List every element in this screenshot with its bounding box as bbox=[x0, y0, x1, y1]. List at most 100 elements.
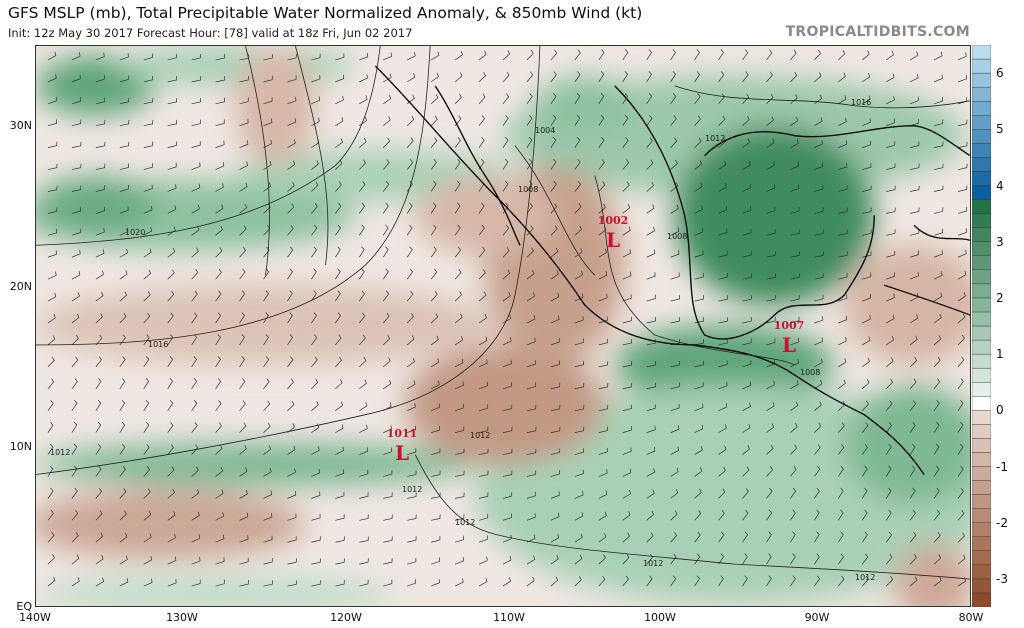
wind-barb bbox=[47, 250, 57, 258]
wind-barb bbox=[215, 247, 223, 258]
wind-barb bbox=[143, 555, 153, 565]
wind-barb bbox=[502, 448, 513, 455]
wind-barb bbox=[646, 553, 653, 565]
wind-barb bbox=[359, 492, 369, 499]
colorbar-tick-label: -3 bbox=[996, 571, 1008, 586]
colorbar-segment bbox=[972, 297, 991, 313]
wind-barb bbox=[455, 535, 465, 543]
wind-barb bbox=[215, 422, 222, 433]
wind-barb bbox=[838, 575, 845, 587]
wind-barb bbox=[790, 509, 796, 521]
wind-barb bbox=[407, 492, 417, 499]
wind-barb bbox=[886, 118, 895, 127]
wind-barb bbox=[886, 229, 896, 236]
wind-barb bbox=[191, 183, 201, 192]
wind-barb bbox=[622, 511, 631, 521]
colorbar-segment bbox=[972, 311, 991, 327]
wind-barb bbox=[287, 400, 295, 411]
wind-barb bbox=[670, 182, 679, 192]
wind-barb bbox=[167, 290, 175, 302]
wind-barb bbox=[287, 490, 297, 499]
wind-barb bbox=[335, 95, 344, 105]
wind-barb bbox=[957, 119, 968, 127]
wind-barb bbox=[742, 183, 751, 192]
wind-barb bbox=[694, 403, 704, 412]
wind-barb bbox=[814, 379, 823, 390]
wind-barb bbox=[454, 72, 463, 83]
wind-barb bbox=[694, 553, 701, 565]
wind-barb bbox=[119, 163, 130, 170]
wind-barb bbox=[335, 74, 345, 83]
wind-barb bbox=[933, 378, 941, 389]
wind-barb bbox=[263, 290, 269, 302]
wind-barb bbox=[502, 382, 512, 390]
wind-barb bbox=[790, 94, 798, 105]
wind-barb bbox=[143, 378, 150, 389]
wind-barb bbox=[838, 229, 848, 236]
wind-barb bbox=[215, 378, 222, 389]
wind-barb bbox=[407, 357, 415, 368]
wind-barb bbox=[622, 203, 631, 214]
wind-barb bbox=[886, 272, 896, 280]
wind-barb bbox=[885, 357, 894, 368]
wind-barb bbox=[670, 575, 677, 587]
wind-barb bbox=[455, 514, 465, 521]
wind-barb bbox=[478, 556, 488, 565]
wind-barb bbox=[670, 446, 680, 455]
wind-barb bbox=[263, 312, 269, 324]
wind-barb bbox=[574, 225, 583, 236]
wind-barb bbox=[886, 73, 895, 83]
wind-barb bbox=[622, 575, 629, 587]
wind-barb bbox=[263, 490, 272, 499]
wind-barb bbox=[406, 268, 413, 280]
wind-barb bbox=[790, 423, 798, 433]
wind-barb bbox=[766, 93, 774, 105]
wind-barb bbox=[694, 360, 704, 368]
wind-barb bbox=[191, 334, 198, 346]
wind-barb bbox=[910, 119, 920, 127]
wind-barb bbox=[526, 576, 535, 587]
wind-barb bbox=[862, 293, 872, 302]
wind-barb bbox=[862, 207, 872, 214]
wind-barb bbox=[143, 269, 152, 280]
wind-barb bbox=[718, 488, 726, 499]
wind-barb bbox=[694, 446, 703, 455]
wind-barb bbox=[215, 119, 225, 127]
wind-barb bbox=[143, 399, 150, 411]
wind-barb bbox=[742, 509, 749, 521]
wind-barb bbox=[694, 272, 704, 280]
wind-barb bbox=[239, 490, 248, 499]
wind-barb bbox=[95, 356, 102, 368]
wind-barb bbox=[239, 557, 249, 565]
wind-barb bbox=[406, 224, 413, 236]
wind-barb bbox=[359, 447, 369, 455]
wind-barb bbox=[431, 470, 441, 477]
wind-barb bbox=[454, 291, 462, 302]
wind-barb bbox=[909, 73, 919, 83]
wind-barb bbox=[215, 161, 225, 170]
wind-barb bbox=[383, 52, 392, 61]
wind-barb bbox=[167, 511, 176, 521]
wind-barb bbox=[71, 270, 81, 280]
wind-barb bbox=[550, 71, 557, 83]
wind-barb bbox=[885, 531, 893, 543]
wind-barb bbox=[71, 185, 82, 192]
wind-barb bbox=[526, 247, 534, 258]
wind-barb bbox=[263, 445, 272, 455]
wind-barb bbox=[837, 487, 844, 499]
wind-barb bbox=[287, 246, 294, 258]
colorbar-segment bbox=[972, 353, 991, 369]
wind-barb bbox=[574, 469, 584, 477]
wind-barb bbox=[478, 202, 485, 214]
wind-barb bbox=[359, 402, 368, 411]
wind-barb bbox=[814, 316, 824, 324]
wind-barb bbox=[670, 115, 677, 126]
wind-barb bbox=[957, 185, 968, 192]
wind-barb bbox=[742, 402, 751, 412]
wind-barb bbox=[47, 487, 54, 499]
wind-barb bbox=[766, 71, 773, 83]
wind-barb bbox=[406, 159, 414, 170]
wind-barb bbox=[287, 118, 297, 127]
wind-barb bbox=[646, 489, 655, 499]
wind-barb bbox=[95, 399, 102, 411]
